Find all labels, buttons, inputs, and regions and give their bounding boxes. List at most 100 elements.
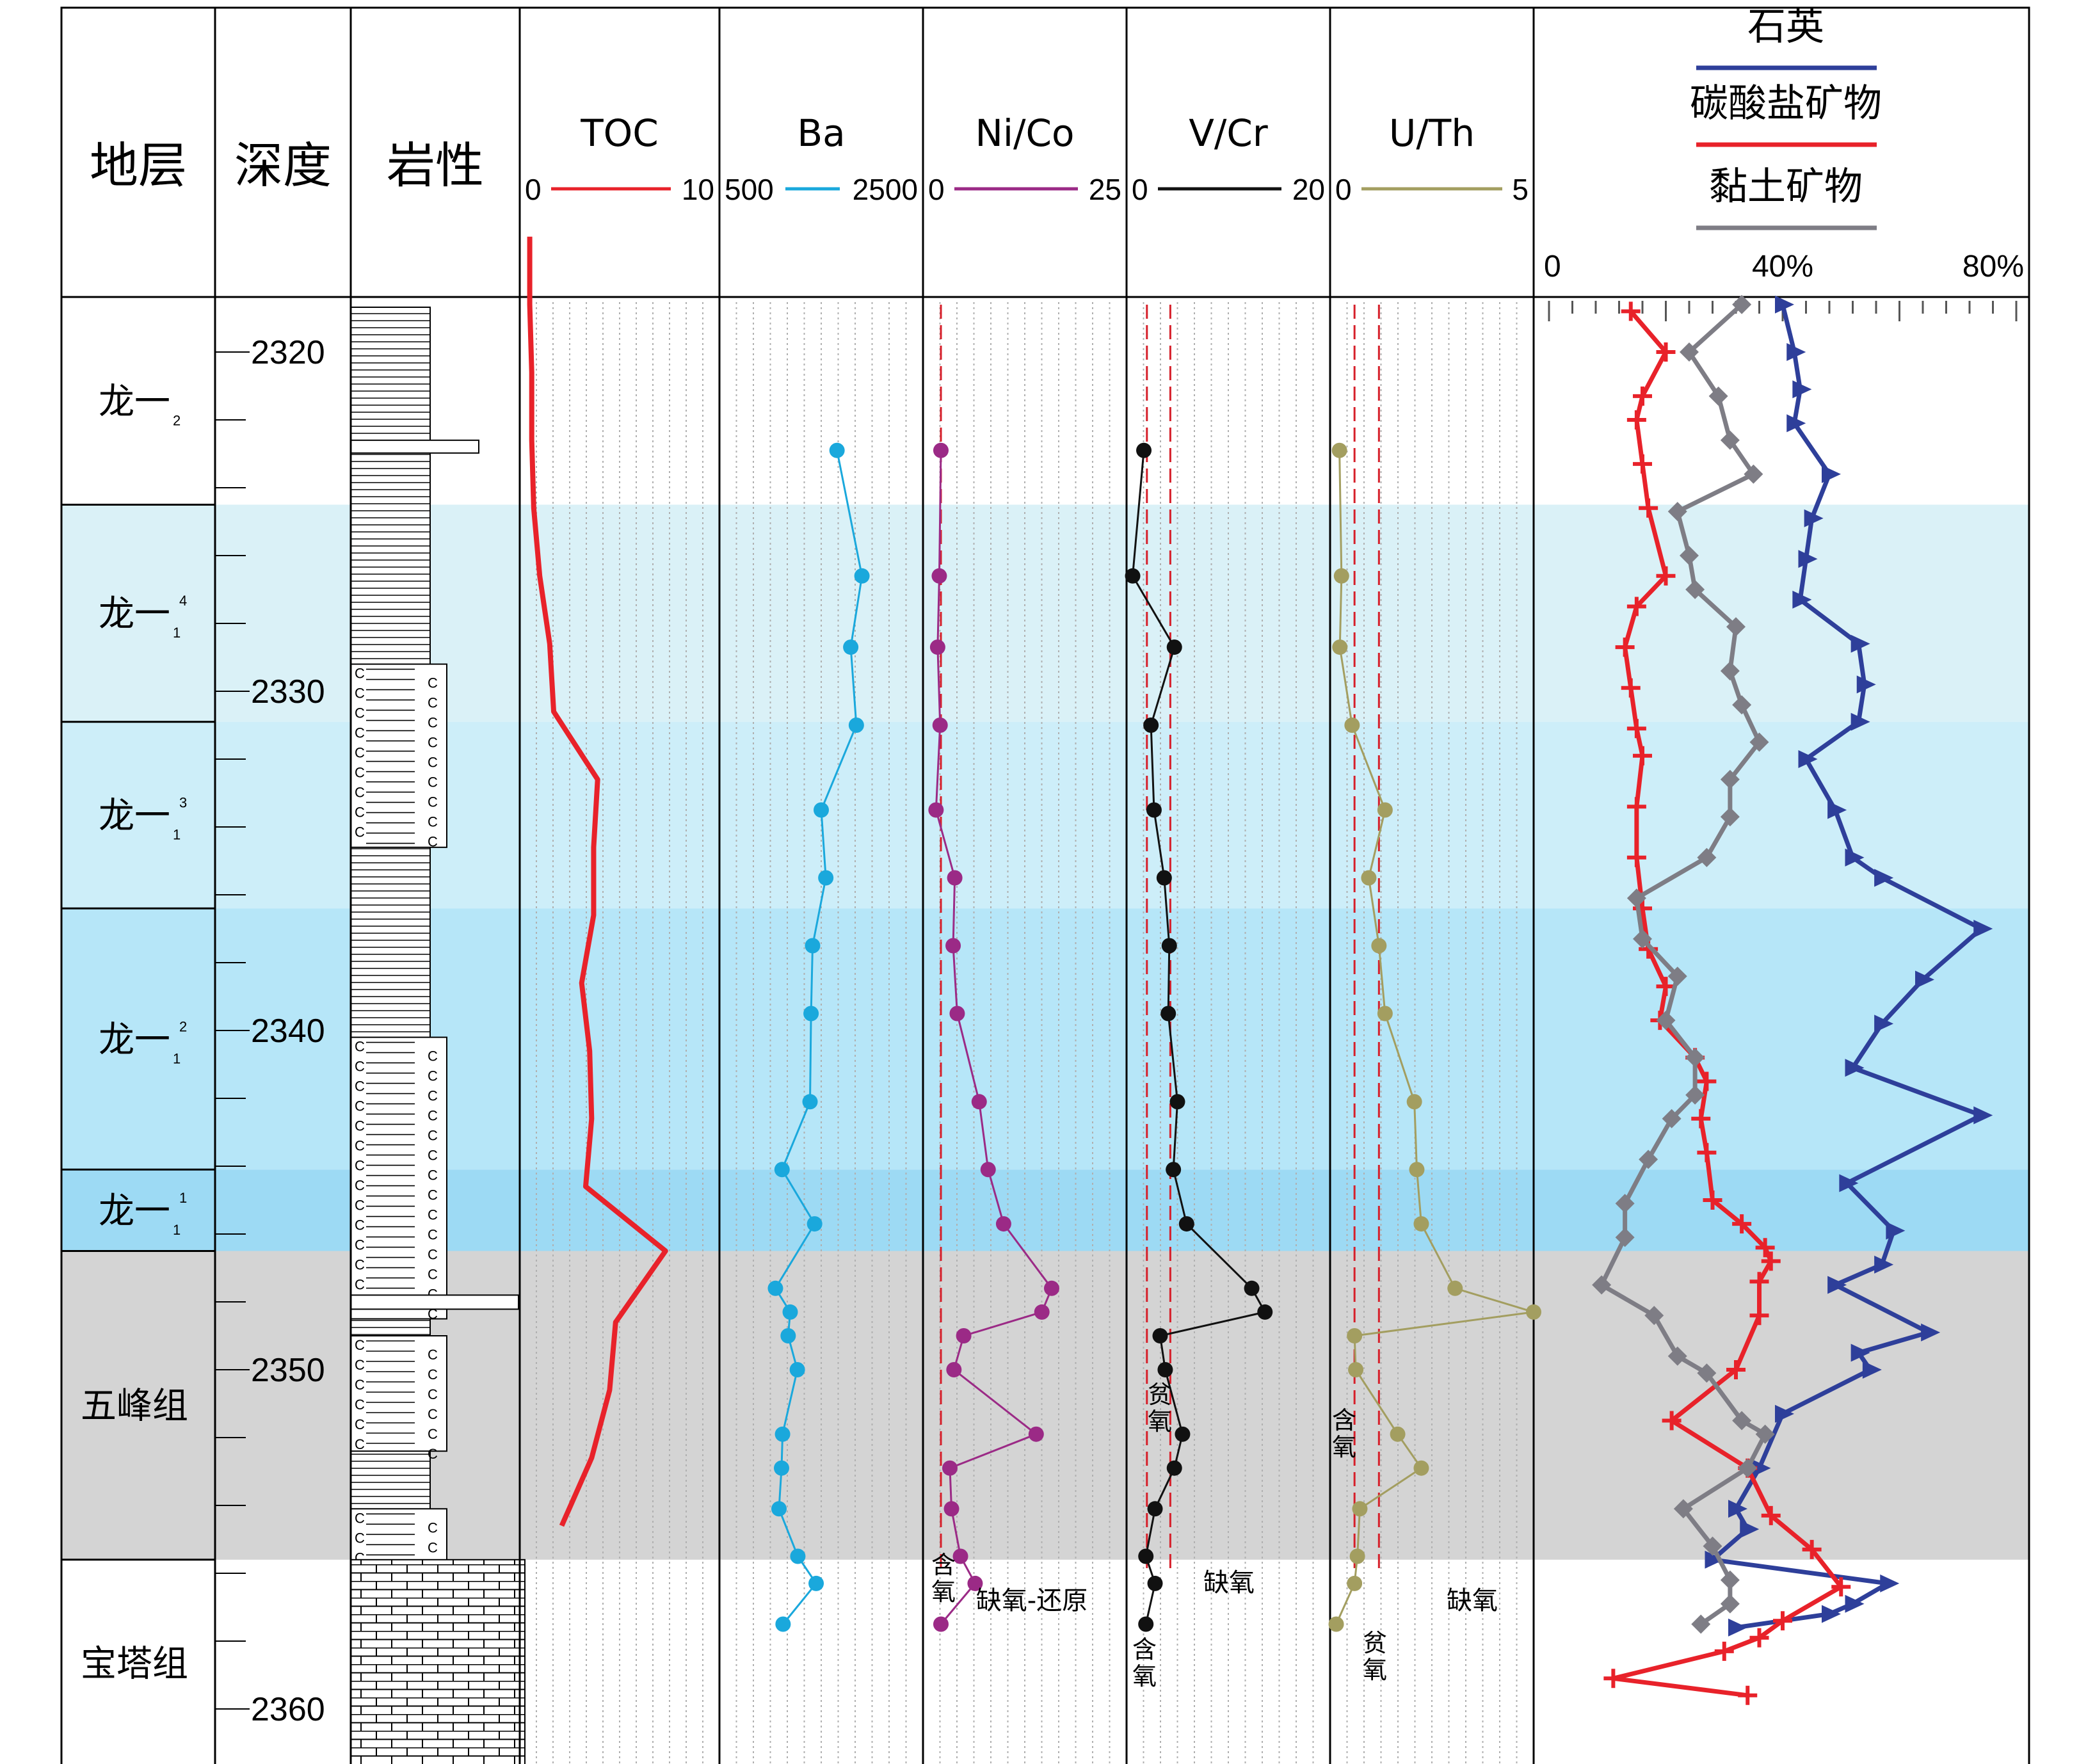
ni-co-oxic-label: 氧 xyxy=(931,1578,956,1606)
data-point xyxy=(1703,1536,1722,1556)
header-ba: Ba xyxy=(797,111,845,155)
data-point xyxy=(1691,1614,1711,1634)
data-point xyxy=(1639,1150,1658,1169)
calc-symbol: C xyxy=(355,705,365,721)
data-point xyxy=(1850,1343,1870,1362)
calc-symbol: C xyxy=(355,1138,365,1154)
data-point xyxy=(1831,1577,1851,1597)
data-point xyxy=(1352,1501,1368,1517)
range-min: 500 xyxy=(725,173,774,206)
data-point xyxy=(1361,870,1377,886)
calc-symbol: C xyxy=(428,1367,438,1383)
data-point xyxy=(1125,568,1141,584)
calc-symbol: C xyxy=(355,1039,365,1055)
data-point xyxy=(1697,847,1717,867)
data-point xyxy=(1034,1304,1050,1320)
calc-symbol: C xyxy=(428,1068,438,1084)
data-point xyxy=(1152,1328,1168,1343)
data-point xyxy=(942,1460,958,1476)
data-point xyxy=(1621,301,1641,321)
range-max: 5 xyxy=(1512,173,1529,206)
series-7 xyxy=(1592,294,1775,1634)
data-point xyxy=(789,1362,805,1377)
data-point xyxy=(1371,938,1387,954)
depth-label: 2320 xyxy=(251,334,325,371)
range-max: 20 xyxy=(1292,173,1325,206)
data-point xyxy=(1667,966,1687,986)
header-lithology: 岩性 xyxy=(387,137,484,194)
data-point xyxy=(1147,1575,1163,1591)
data-point xyxy=(782,1304,798,1320)
calc-symbol: C xyxy=(428,695,438,711)
data-point xyxy=(943,1501,959,1517)
chart-grid xyxy=(536,302,1518,1764)
v-cr-dysoxic-label: 氧 xyxy=(1148,1407,1172,1436)
data-point xyxy=(1662,1411,1682,1431)
data-point xyxy=(775,1616,791,1632)
data-point xyxy=(1732,294,1752,314)
data-point xyxy=(967,1575,983,1591)
calc-symbol: C xyxy=(355,1530,365,1546)
data-point xyxy=(1775,295,1794,314)
data-point xyxy=(1349,1548,1365,1564)
data-point xyxy=(1166,1460,1182,1476)
data-point xyxy=(1720,1570,1740,1590)
data-point xyxy=(1673,1499,1693,1519)
data-point xyxy=(945,938,961,954)
series-0 xyxy=(527,236,668,1527)
data-point xyxy=(775,1426,791,1442)
data-point xyxy=(1822,465,1841,483)
data-point xyxy=(1804,509,1824,527)
data-point xyxy=(1333,568,1349,584)
data-point xyxy=(1685,1048,1705,1068)
lithology-calcareous xyxy=(350,663,447,848)
strata-sub: 1 xyxy=(173,826,181,842)
data-point xyxy=(1409,1162,1425,1178)
legend-carbonate: 碳酸盐矿物 xyxy=(1690,81,1882,126)
header-toc: TOC xyxy=(580,111,659,155)
data-point xyxy=(1377,1006,1393,1022)
v-cr-anoxic-label: 缺氧 xyxy=(1203,1568,1255,1598)
v-cr-dysoxic-label: 贫 xyxy=(1148,1381,1172,1409)
data-point xyxy=(1874,1014,1894,1033)
calc-symbol: C xyxy=(355,1078,365,1094)
data-point xyxy=(1728,1618,1747,1637)
data-point xyxy=(1798,750,1818,768)
data-point xyxy=(1856,675,1876,694)
u-th-anoxic-label: 缺氧 xyxy=(1447,1586,1498,1616)
calc-symbol: C xyxy=(428,1306,438,1322)
data-point xyxy=(1751,1459,1771,1477)
lithology-calcareous xyxy=(350,1335,447,1452)
data-point xyxy=(1703,1191,1722,1210)
data-point xyxy=(933,442,949,458)
data-point xyxy=(1845,848,1865,867)
mineral-tick-label: 40% xyxy=(1752,250,1813,284)
series-5 xyxy=(1705,295,1993,1637)
calc-symbol: C xyxy=(428,1108,438,1124)
data-point xyxy=(1726,617,1746,637)
data-point xyxy=(1720,769,1740,789)
data-point xyxy=(1886,1221,1906,1240)
calc-symbol: C xyxy=(355,1217,365,1233)
strata-sup: 4 xyxy=(179,593,187,609)
series-6 xyxy=(1603,301,1851,1705)
lithology-column: CCCCCCCCCCCCCCCCCCCCCCCCCCCCCCCCCCCCCCCC… xyxy=(350,307,526,1764)
data-point xyxy=(1178,1216,1194,1232)
strata-sup: 2 xyxy=(179,1018,187,1034)
data-point xyxy=(1921,1323,1941,1342)
data-point xyxy=(1615,1194,1635,1214)
strata-sub: 1 xyxy=(173,1222,181,1238)
mineral-tick-label: 0 xyxy=(1544,250,1561,284)
data-point xyxy=(1626,719,1646,739)
data-point xyxy=(1160,1006,1176,1022)
data-point xyxy=(1732,1411,1752,1431)
data-point xyxy=(1626,410,1646,429)
data-point xyxy=(814,802,829,818)
data-point xyxy=(1656,1011,1676,1030)
data-point xyxy=(1626,847,1646,867)
u-th-dysoxic-label: 氧 xyxy=(1363,1656,1387,1684)
data-point xyxy=(1749,1628,1769,1648)
depth-label: 2360 xyxy=(251,1691,325,1728)
data-point xyxy=(1621,678,1641,698)
